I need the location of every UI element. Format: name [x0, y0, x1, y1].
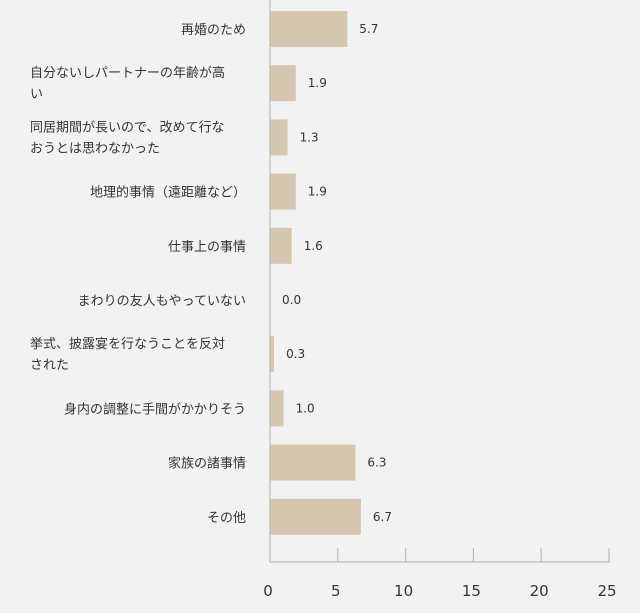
category-label-7-line-0: 身内の調整に手間がかかりそう — [64, 401, 246, 417]
bar-6 — [270, 336, 275, 373]
category-label-6-line-0: 挙式、披露宴を行なうことを反対 — [30, 336, 225, 352]
value-label-9: 6.7 — [373, 510, 392, 524]
bar-1 — [270, 65, 296, 102]
value-labels: 5.7 1.9 1.3 1.9 1.6 0.0 0.3 1.0 6.3 6.7 — [282, 22, 392, 524]
category-label-4-line-0: 仕事上の事情 — [168, 240, 246, 255]
bar-4 — [270, 227, 292, 264]
x-tick-label-15: 15 — [462, 582, 481, 600]
category-label-5-line-0: まわりの友人もやっていない — [78, 293, 246, 309]
category-label-0: 再婚のため — [181, 23, 246, 38]
category-labels: 再婚のため自分ないしパートナーの年齢が高い同居期間が長いので、改めて行なおうとは… — [30, 23, 246, 526]
category-label-8: 家族の諸事情 — [168, 456, 246, 472]
x-tick-label-10: 10 — [394, 582, 413, 600]
bar-3 — [270, 173, 296, 210]
value-label-4: 1.6 — [304, 239, 323, 253]
bar-8 — [270, 444, 356, 481]
x-tick-label-20: 20 — [530, 582, 549, 600]
value-label-0: 5.7 — [359, 22, 378, 36]
bar-2 — [270, 119, 288, 156]
value-label-6: 0.3 — [286, 347, 305, 361]
bar-0 — [270, 11, 348, 47]
value-label-3: 1.9 — [308, 185, 327, 199]
value-label-1: 1.9 — [308, 76, 327, 90]
category-label-2-line-1: おうとは思わなかった — [30, 141, 160, 156]
value-label-8: 6.3 — [367, 456, 386, 470]
category-label-1-line-1: い — [30, 87, 43, 102]
category-label-5: まわりの友人もやっていない — [78, 293, 246, 309]
value-label-7: 1.0 — [296, 401, 315, 415]
category-label-9: その他 — [207, 511, 246, 526]
axes-group — [269, 0, 610, 563]
category-label-4: 仕事上の事情 — [168, 240, 246, 255]
bar-9 — [270, 498, 361, 535]
category-label-3-line-0: 地理的事情（遠距離など） — [90, 185, 246, 201]
value-label-5: 0.0 — [282, 293, 301, 307]
x-tick-label-0: 0 — [263, 582, 273, 600]
bar-7 — [270, 390, 284, 427]
category-label-6-line-1: された — [30, 358, 69, 373]
category-label-7: 身内の調整に手間がかかりそう — [64, 401, 246, 417]
x-tick-label-25: 25 — [597, 582, 616, 600]
category-label-1-line-0: 自分ないしパートナーの年齢が高 — [30, 65, 225, 81]
category-label-3: 地理的事情（遠距離など） — [90, 185, 246, 201]
x-tick-label-5: 5 — [331, 582, 341, 600]
category-label-9-line-0: その他 — [207, 511, 246, 526]
category-label-8-line-0: 家族の諸事情 — [168, 456, 246, 472]
category-label-0-line-0: 再婚のため — [181, 23, 246, 38]
bars-group — [270, 11, 361, 535]
x-ticks: 0 5 10 15 20 25 — [263, 548, 617, 600]
value-label-2: 1.3 — [300, 130, 319, 144]
category-label-2-line-0: 同居期間が長いので、改めて行な — [30, 120, 224, 135]
